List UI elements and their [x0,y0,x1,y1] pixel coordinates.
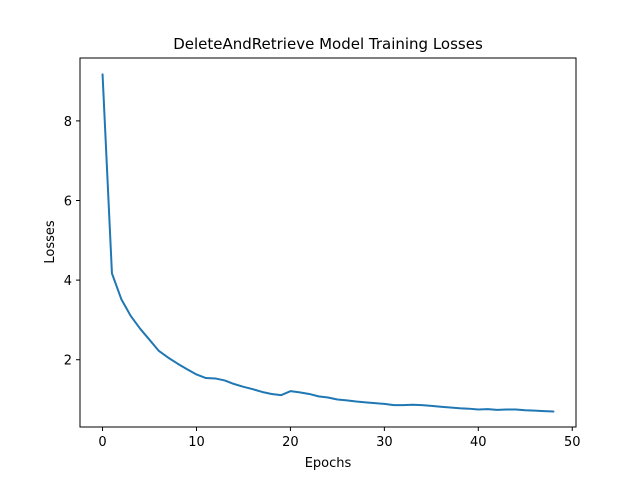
y-tick-label: 2 [64,354,72,369]
y-tick-label: 6 [64,195,72,210]
x-tick-label: 40 [470,435,487,450]
x-tick-label: 30 [376,435,393,450]
y-axis-label: Losses [43,220,58,264]
loss-line [101,73,555,413]
x-tick-label: 20 [282,435,299,450]
x-axis-ticks: 0 10 20 30 40 50 [98,427,581,450]
x-tick-label: 50 [564,435,581,450]
x-tick-label: 0 [98,435,106,450]
y-tick-label: 8 [64,115,72,130]
y-axis-ticks: 2 4 6 8 [64,115,80,369]
y-tick-label: 4 [64,274,72,289]
series-layer [101,73,555,413]
x-axis-label: Epochs [305,456,352,471]
plot-area [79,57,577,428]
chart-title: DeleteAndRetrieve Model Training Losses [173,35,483,53]
x-tick-label: 10 [188,435,205,450]
